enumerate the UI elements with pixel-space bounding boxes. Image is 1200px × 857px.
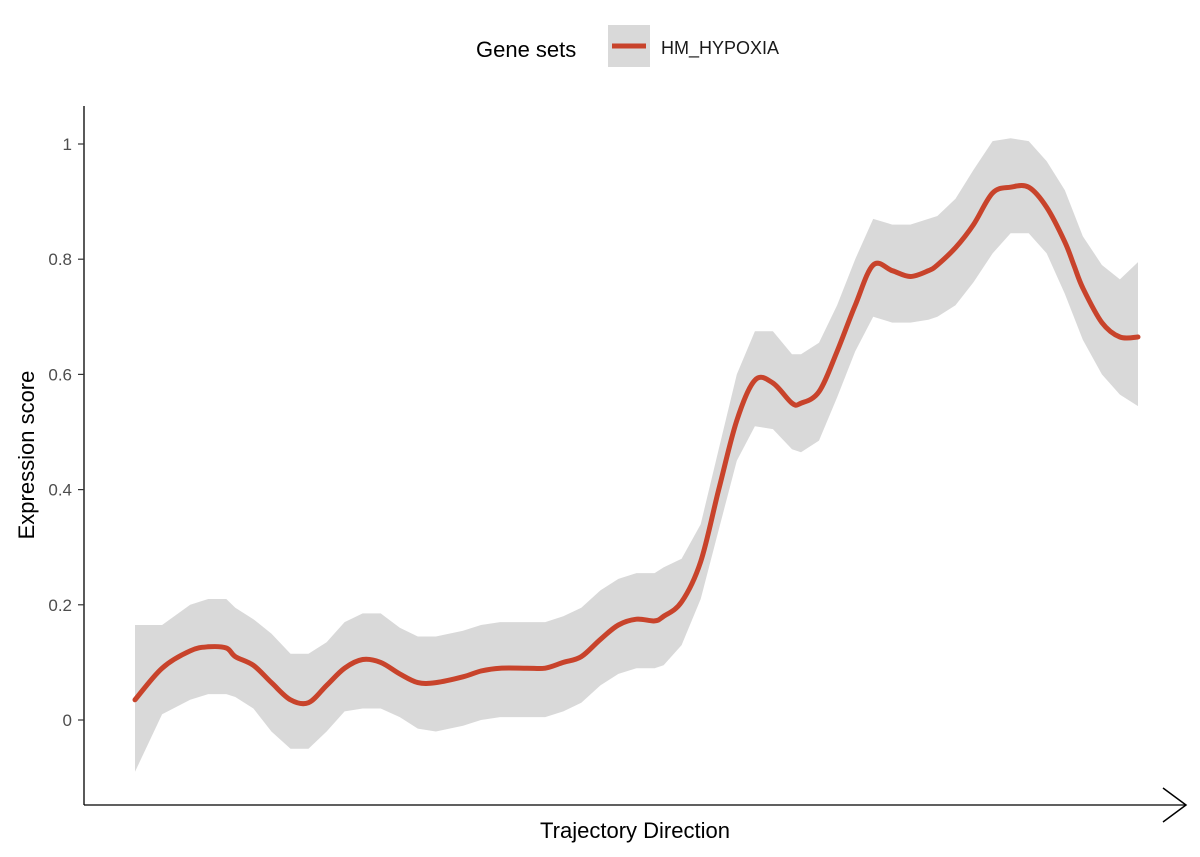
- trend-line-layer: [132, 182, 1141, 707]
- y-axis: 0 0.2 0.4 0.6 0.8 1: [48, 106, 85, 805]
- series-line-hm-hypoxia: [132, 182, 1141, 707]
- x-axis: [84, 787, 1188, 823]
- confidence-band: [135, 138, 1138, 772]
- y-tick-label: 0.4: [48, 481, 72, 500]
- y-axis-title: Expression score: [14, 371, 39, 540]
- legend: Gene sets HM_HYPOXIA: [476, 25, 779, 67]
- x-axis-arrow-icon: [1162, 787, 1188, 823]
- y-tick-layer: 0 0.2 0.4 0.6 0.8 1: [48, 135, 84, 730]
- y-tick-label: 1: [63, 135, 72, 154]
- confidence-band-layer: [135, 138, 1138, 772]
- y-tick-label: 0: [63, 711, 72, 730]
- y-tick-label: 0.8: [48, 250, 72, 269]
- x-axis-title: Trajectory Direction: [540, 818, 730, 843]
- y-tick-label: 0.2: [48, 596, 72, 615]
- legend-label: HM_HYPOXIA: [661, 38, 779, 59]
- y-tick-label: 0.6: [48, 365, 72, 384]
- legend-title: Gene sets: [476, 37, 576, 62]
